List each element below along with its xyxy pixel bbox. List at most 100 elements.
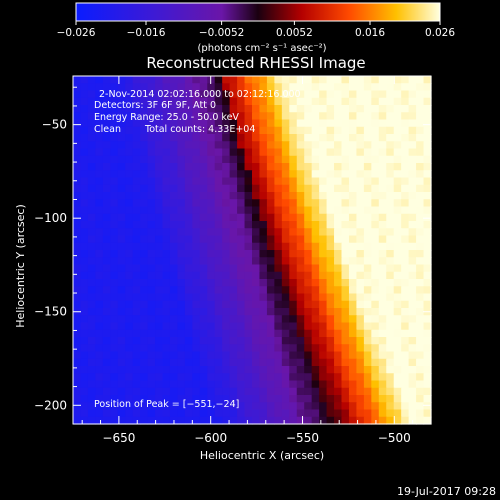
- heatmap-cell: [87, 264, 96, 273]
- heatmap-cell: [274, 126, 283, 135]
- heatmap-cell: [304, 344, 313, 353]
- heatmap-cell: [348, 329, 358, 338]
- heatmap-cell: [207, 170, 216, 179]
- heatmap-cell: [341, 395, 350, 403]
- heatmap-cell: [304, 387, 313, 396]
- heatmap-cell: [408, 141, 417, 150]
- heatmap-cell: [356, 315, 365, 324]
- heatmap-cell: [348, 366, 358, 374]
- heatmap-cell: [125, 242, 134, 251]
- heatmap-cell: [147, 358, 156, 367]
- heatmap-cell: [147, 192, 156, 200]
- heatmap-cell: [326, 402, 335, 411]
- heatmap-cell: [117, 387, 126, 396]
- heatmap-cell: [341, 271, 350, 280]
- heatmap-cell: [207, 322, 216, 331]
- heatmap-cell: [222, 148, 231, 157]
- heatmap-cell: [423, 134, 432, 142]
- heatmap-cell: [162, 242, 171, 251]
- heatmap-cell: [416, 119, 425, 128]
- heatmap-cell: [117, 322, 126, 331]
- heatmap-cell: [177, 76, 186, 84]
- heatmap-cell: [408, 163, 417, 171]
- heatmap-cell: [371, 344, 380, 353]
- heatmap-cell: [408, 90, 417, 99]
- heatmap-cell: [244, 329, 253, 338]
- heatmap-cell: [80, 170, 89, 179]
- heatmap-cell: [162, 235, 171, 244]
- heatmap-cell: [311, 126, 320, 135]
- heatmap-cell: [289, 112, 298, 121]
- heatmap-cell: [296, 242, 305, 251]
- heatmap-cell: [348, 300, 358, 309]
- heatmap-cell: [371, 163, 380, 171]
- heatmap-cell: [296, 141, 305, 150]
- heatmap-cell: [274, 163, 283, 171]
- heatmap-cell: [423, 242, 432, 251]
- heatmap-cell: [416, 97, 425, 106]
- heatmap-cell: [199, 228, 208, 237]
- heatmap-cell: [73, 279, 82, 287]
- heatmap-cell: [132, 315, 141, 324]
- heatmap-cell: [147, 134, 156, 142]
- heatmap-cell: [140, 402, 149, 411]
- heatmap-cell: [237, 90, 246, 99]
- heatmap-cell: [378, 76, 387, 84]
- heatmap-cell: [155, 337, 164, 345]
- heatmap-cell: [356, 105, 365, 113]
- heatmap-cell: [363, 416, 372, 425]
- heatmap-cell: [289, 279, 298, 287]
- heatmap-cell: [334, 126, 343, 135]
- heatmap-cell: [289, 416, 298, 425]
- heatmap-cell: [244, 105, 253, 113]
- heatmap-cell: [348, 177, 358, 186]
- heatmap-cell: [132, 351, 141, 360]
- heatmap-cell: [289, 293, 298, 302]
- heatmap-cell: [140, 177, 149, 186]
- heatmap-cell: [281, 271, 290, 280]
- heatmap-cell: [259, 337, 268, 345]
- heatmap-cell: [266, 177, 275, 186]
- heatmap-cell: [80, 177, 89, 186]
- heatmap-cell: [110, 177, 119, 186]
- heatmap-cell: [378, 177, 387, 186]
- heatmap-cell: [334, 148, 343, 157]
- heatmap-cell: [304, 373, 313, 382]
- heatmap-cell: [155, 395, 164, 403]
- heatmap-cell: [147, 163, 156, 171]
- heatmap-cell: [95, 380, 104, 389]
- heatmap-cell: [125, 192, 134, 200]
- heatmap-cell: [348, 286, 358, 295]
- heatmap-cell: [222, 351, 231, 360]
- heatmap-cell: [192, 83, 201, 92]
- heatmap-cell: [416, 90, 425, 99]
- heatmap-cell: [281, 242, 290, 251]
- heatmap-cell: [363, 170, 372, 179]
- heatmap-cell: [252, 192, 261, 200]
- heatmap-cell: [386, 119, 395, 128]
- heatmap-cell: [95, 170, 104, 179]
- heatmap-cell: [102, 112, 111, 121]
- heatmap-cell: [371, 199, 380, 208]
- heatmap-cell: [311, 293, 320, 302]
- heatmap-cell: [408, 344, 417, 353]
- heatmap-cell: [87, 170, 96, 179]
- plot-frame: [72, 75, 432, 425]
- heatmap-cell: [162, 409, 171, 418]
- heatmap-cell: [401, 134, 410, 142]
- heatmap-cell: [237, 358, 246, 367]
- heatmap-cell: [162, 286, 171, 295]
- heatmap-cell: [125, 199, 134, 208]
- heatmap-cell: [356, 387, 365, 396]
- date-stamp: 19-Jul-2017 09:28: [397, 485, 496, 498]
- heatmap-cell: [341, 228, 350, 237]
- heatmap-cell: [117, 344, 126, 353]
- heatmap-cell: [80, 416, 89, 425]
- heatmap-cell: [341, 300, 350, 309]
- heatmap-cell: [408, 322, 417, 331]
- heatmap-cell: [334, 170, 343, 179]
- heatmap-cell: [341, 177, 350, 186]
- heatmap-cell: [237, 119, 246, 128]
- heatmap-cell: [102, 257, 111, 266]
- heatmap-cell: [334, 329, 343, 338]
